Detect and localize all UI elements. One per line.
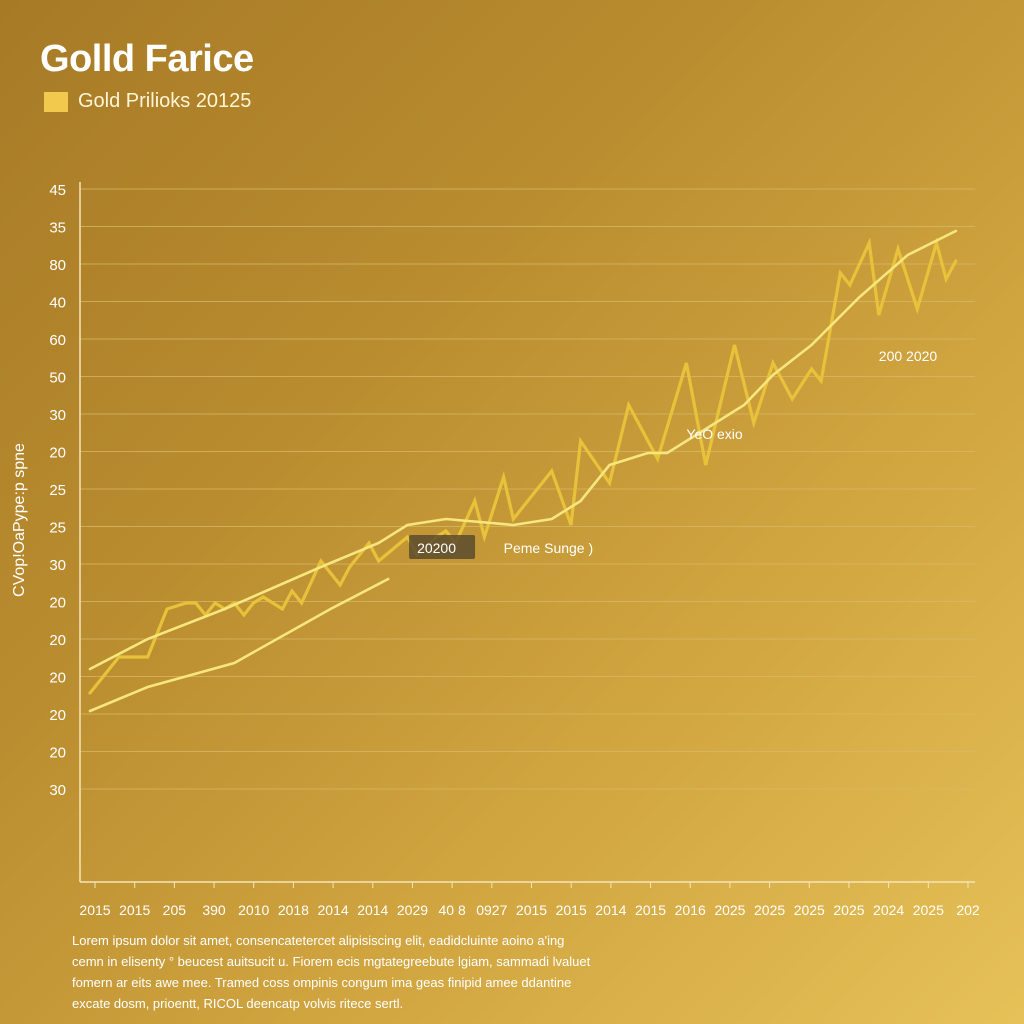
y-tick-label: 45 <box>49 182 66 199</box>
annotation-label: Peme Sunge ) <box>504 540 594 556</box>
annotation-label: 200 2020 <box>879 348 938 364</box>
series-trend-upper <box>88 229 958 671</box>
annotations: 20200 Peme Sunge ) YeO exio 200 2020 <box>409 348 937 559</box>
annotation-box <box>409 535 476 559</box>
x-tick-labels: 2015 2015 205 390 2010 2018 2014 2014 2029 40 8 09… <box>79 902 979 918</box>
y-tick-label: 20 <box>49 670 66 687</box>
x-tick-label: 40 8 <box>439 902 466 918</box>
x-tick-label: 0927 <box>476 902 507 918</box>
series-gold-price <box>88 237 958 695</box>
caption-line: cemn in elisenty ° beucest auitsucit u. … <box>72 954 591 969</box>
x-tick-label: 2015 <box>635 902 666 918</box>
y-tick-label: 20 <box>49 595 66 612</box>
y-tick-label: 30 <box>49 557 66 574</box>
y-tick-label: 50 <box>49 370 66 387</box>
x-tick-label: 2025 <box>833 902 864 918</box>
y-tick-label: 35 <box>49 220 66 237</box>
y-tick-labels: 45 35 80 40 60 50 30 20 25 25 30 20 20 20 20 20 30 <box>49 182 66 799</box>
x-tick-label: 2015 <box>556 902 587 918</box>
legend-swatch <box>44 91 68 112</box>
caption-line: fomern ar eits awe mee. Tramed coss ompi… <box>72 975 572 990</box>
x-tick-label: 2025 <box>794 902 825 918</box>
x-tick-label: 2025 <box>913 902 944 918</box>
y-tick-label: 20 <box>49 632 66 649</box>
x-tick-label: 2024 <box>873 902 904 918</box>
y-tick-label: 25 <box>49 482 66 499</box>
x-tick-label: 2014 <box>595 902 626 918</box>
y-tick-label: 20 <box>49 445 66 462</box>
x-tick-label: 2016 <box>675 902 706 918</box>
axes <box>79 182 975 888</box>
x-tick-label: 202 <box>956 902 980 918</box>
x-tick-label: 2029 <box>397 902 428 918</box>
y-tick-label: 40 <box>49 295 66 312</box>
legend-label: Gold Prilioks 20125 <box>78 90 252 112</box>
grid-lines <box>80 188 975 790</box>
x-tick-label: 2025 <box>754 902 785 918</box>
x-tick-label: 2015 <box>516 902 547 918</box>
x-tick-label: 2015 <box>79 902 110 918</box>
caption-line: excate dosm, prioentt, RICOL deencatp vo… <box>72 996 404 1011</box>
y-tick-label: 60 <box>49 332 66 349</box>
annotation-label: YeO exio <box>686 426 743 442</box>
caption-paragraph: Lorem ipsum dolor sit amet, consencatete… <box>72 930 632 1014</box>
y-tick-label: 80 <box>49 257 66 274</box>
annotation-label: 20200 <box>417 540 456 556</box>
legend: Gold Prilioks 20125 <box>44 90 251 113</box>
x-tick-label: 2014 <box>318 902 349 918</box>
x-tick-label: 2025 <box>714 902 745 918</box>
caption-line: Lorem ipsum dolor sit amet, consencatete… <box>72 933 565 948</box>
y-tick-label: 20 <box>49 745 66 762</box>
x-tick-label: 205 <box>163 902 187 918</box>
x-tick-label: 2010 <box>238 902 269 918</box>
y-axis-label: CVop!OaPype:p spne <box>11 443 28 597</box>
y-tick-label: 20 <box>49 707 66 724</box>
chart-title: Golld Farice <box>40 38 254 80</box>
x-tick-label: 2015 <box>119 902 150 918</box>
y-tick-label: 25 <box>49 520 66 537</box>
series-trend-lower <box>88 577 390 713</box>
y-tick-label: 30 <box>49 782 66 799</box>
x-tick-label: 390 <box>202 902 226 918</box>
x-tick-label: 2014 <box>357 902 388 918</box>
x-tick-label: 2018 <box>278 902 309 918</box>
series-lines <box>88 229 958 713</box>
y-tick-label: 30 <box>49 407 66 424</box>
